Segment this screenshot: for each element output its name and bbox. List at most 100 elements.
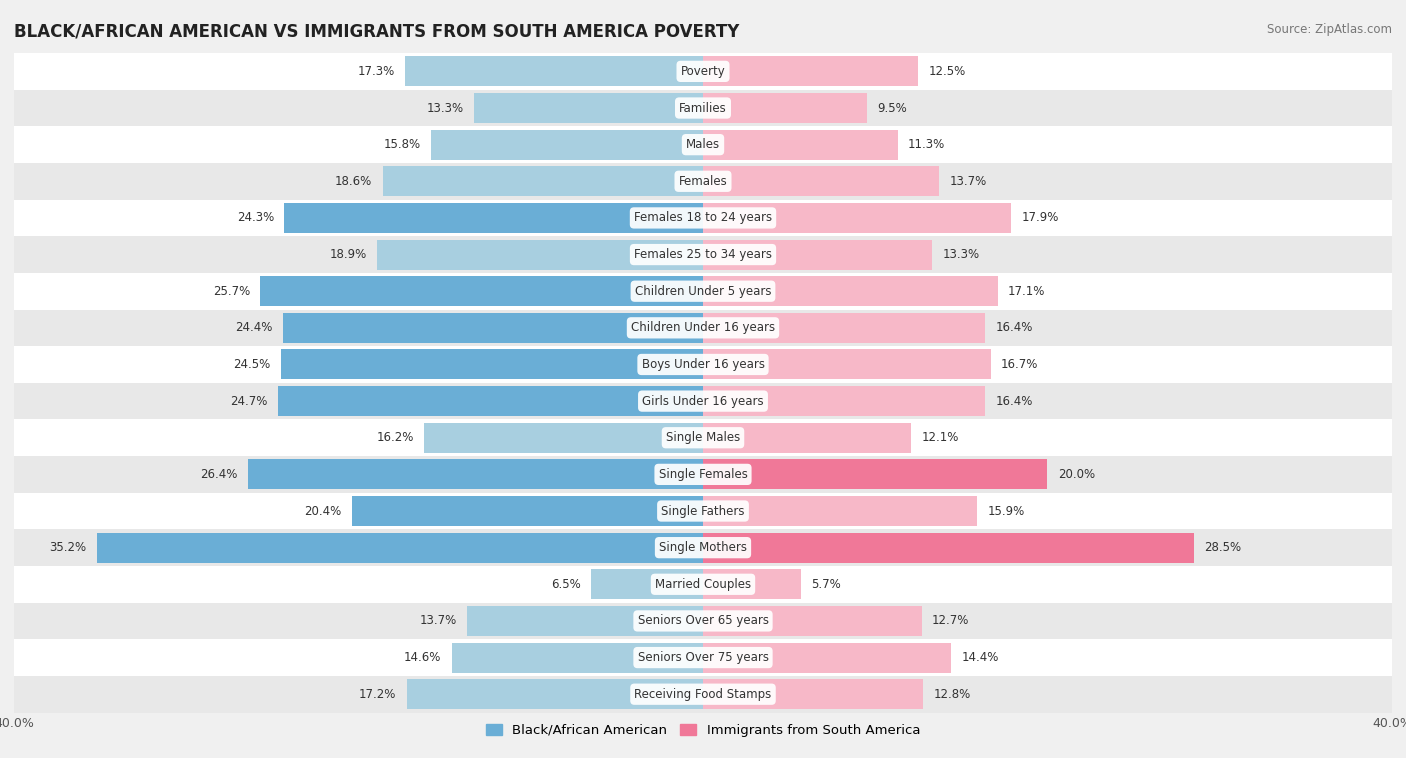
Text: 24.4%: 24.4% <box>235 321 273 334</box>
Bar <box>14 309 1392 346</box>
Text: Single Fathers: Single Fathers <box>661 505 745 518</box>
Bar <box>14 603 1392 639</box>
Bar <box>703 569 801 600</box>
Bar <box>14 163 1392 199</box>
Text: Females 25 to 34 years: Females 25 to 34 years <box>634 248 772 261</box>
Text: Children Under 5 years: Children Under 5 years <box>634 285 772 298</box>
Bar <box>703 459 1047 490</box>
Bar <box>703 643 950 672</box>
Bar <box>283 313 703 343</box>
Text: Girls Under 16 years: Girls Under 16 years <box>643 395 763 408</box>
Bar <box>260 276 703 306</box>
Text: Seniors Over 75 years: Seniors Over 75 years <box>637 651 769 664</box>
Text: 12.1%: 12.1% <box>922 431 959 444</box>
Text: 13.7%: 13.7% <box>419 615 457 628</box>
Bar <box>14 639 1392 676</box>
Text: 24.7%: 24.7% <box>229 395 267 408</box>
Text: 6.5%: 6.5% <box>551 578 581 590</box>
Bar <box>277 386 703 416</box>
Text: 9.5%: 9.5% <box>877 102 907 114</box>
Bar <box>377 240 703 270</box>
Text: 13.7%: 13.7% <box>949 175 987 188</box>
Text: Families: Families <box>679 102 727 114</box>
Text: Receiving Food Stamps: Receiving Food Stamps <box>634 688 772 700</box>
Text: 13.3%: 13.3% <box>942 248 980 261</box>
Text: 16.4%: 16.4% <box>995 395 1033 408</box>
Text: Married Couples: Married Couples <box>655 578 751 590</box>
Bar <box>703 203 1011 233</box>
Text: 14.6%: 14.6% <box>404 651 441 664</box>
Text: Males: Males <box>686 138 720 151</box>
Bar <box>474 93 703 123</box>
Text: Source: ZipAtlas.com: Source: ZipAtlas.com <box>1267 23 1392 36</box>
Text: Children Under 16 years: Children Under 16 years <box>631 321 775 334</box>
Text: 12.7%: 12.7% <box>932 615 970 628</box>
Text: Single Males: Single Males <box>666 431 740 444</box>
Text: 25.7%: 25.7% <box>212 285 250 298</box>
Text: 17.3%: 17.3% <box>357 65 395 78</box>
Text: 20.4%: 20.4% <box>304 505 342 518</box>
Text: 28.5%: 28.5% <box>1204 541 1241 554</box>
Bar <box>281 349 703 380</box>
Text: 18.6%: 18.6% <box>335 175 373 188</box>
Bar <box>703 679 924 709</box>
Bar <box>352 496 703 526</box>
Bar <box>703 533 1194 562</box>
Bar <box>406 679 703 709</box>
Text: 11.3%: 11.3% <box>908 138 945 151</box>
Bar <box>703 276 997 306</box>
Bar <box>14 383 1392 419</box>
Text: 14.4%: 14.4% <box>962 651 998 664</box>
Bar <box>703 240 932 270</box>
Text: 35.2%: 35.2% <box>49 541 86 554</box>
Text: Single Females: Single Females <box>658 468 748 481</box>
Bar <box>703 93 866 123</box>
Bar <box>14 456 1392 493</box>
Text: 15.9%: 15.9% <box>987 505 1025 518</box>
Bar <box>14 89 1392 127</box>
Text: 17.9%: 17.9% <box>1022 211 1059 224</box>
Bar <box>382 166 703 196</box>
Text: Boys Under 16 years: Boys Under 16 years <box>641 358 765 371</box>
Text: 13.3%: 13.3% <box>426 102 464 114</box>
Text: Poverty: Poverty <box>681 65 725 78</box>
Bar <box>14 566 1392 603</box>
Text: 17.2%: 17.2% <box>359 688 396 700</box>
Text: 20.0%: 20.0% <box>1057 468 1095 481</box>
Bar <box>451 643 703 672</box>
Bar <box>425 423 703 453</box>
Text: Single Mothers: Single Mothers <box>659 541 747 554</box>
Bar <box>703 496 977 526</box>
Bar <box>703 313 986 343</box>
Bar <box>284 203 703 233</box>
Bar <box>97 533 703 562</box>
Bar <box>14 419 1392 456</box>
Bar <box>703 386 986 416</box>
Bar <box>14 676 1392 713</box>
Text: 18.9%: 18.9% <box>330 248 367 261</box>
Text: 16.2%: 16.2% <box>377 431 413 444</box>
Bar <box>703 130 897 160</box>
Text: 16.7%: 16.7% <box>1001 358 1039 371</box>
Bar <box>703 606 922 636</box>
Text: BLACK/AFRICAN AMERICAN VS IMMIGRANTS FROM SOUTH AMERICA POVERTY: BLACK/AFRICAN AMERICAN VS IMMIGRANTS FRO… <box>14 23 740 41</box>
Text: 17.1%: 17.1% <box>1008 285 1045 298</box>
Bar <box>14 273 1392 309</box>
Text: Females 18 to 24 years: Females 18 to 24 years <box>634 211 772 224</box>
Bar <box>405 56 703 86</box>
Text: 12.5%: 12.5% <box>928 65 966 78</box>
Bar <box>591 569 703 600</box>
Text: 12.8%: 12.8% <box>934 688 972 700</box>
Bar <box>14 53 1392 89</box>
Bar <box>703 56 918 86</box>
Bar <box>14 236 1392 273</box>
Bar <box>703 166 939 196</box>
Text: 24.3%: 24.3% <box>236 211 274 224</box>
Bar <box>467 606 703 636</box>
Bar <box>703 423 911 453</box>
Bar <box>14 346 1392 383</box>
Text: 26.4%: 26.4% <box>201 468 238 481</box>
Text: Females: Females <box>679 175 727 188</box>
Text: 16.4%: 16.4% <box>995 321 1033 334</box>
Text: 24.5%: 24.5% <box>233 358 271 371</box>
